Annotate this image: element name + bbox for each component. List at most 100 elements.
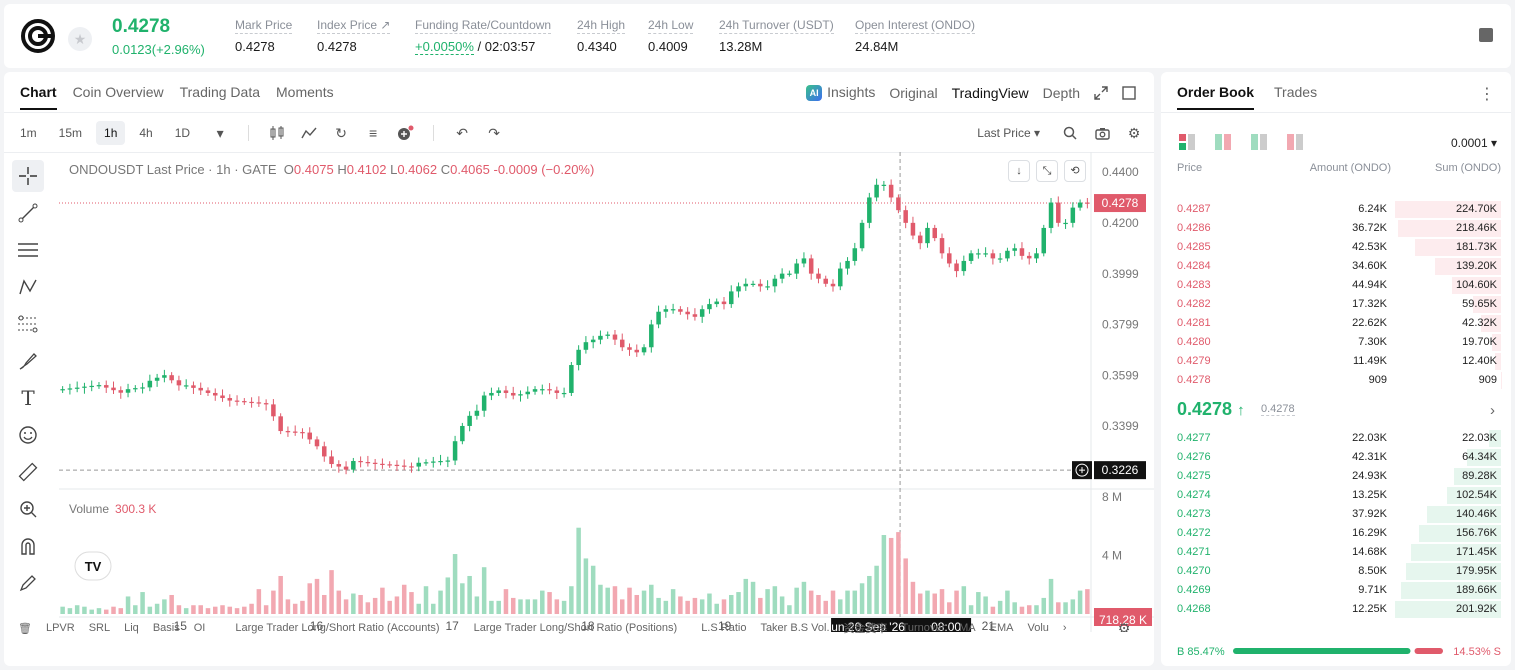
tab-chart[interactable]: Chart bbox=[20, 84, 57, 110]
emoji-icon[interactable] bbox=[12, 419, 44, 451]
tf-15m[interactable]: 15m bbox=[58, 126, 83, 140]
pencil-lock-icon[interactable] bbox=[12, 567, 44, 599]
more-menu-icon[interactable]: ⋮ bbox=[1479, 86, 1495, 103]
tf-1m[interactable]: 1m bbox=[20, 126, 37, 140]
indicator-volume[interactable]: Volu bbox=[1027, 622, 1049, 634]
chevron-right-icon[interactable]: › bbox=[1062, 622, 1067, 634]
ask-row[interactable]: 0.4281 22.62K 42.32K bbox=[1161, 314, 1511, 333]
bid-row[interactable]: 0.4273 37.92K 140.46K bbox=[1161, 505, 1511, 524]
tf-1d[interactable]: 1D bbox=[174, 126, 191, 140]
ask-row[interactable]: 0.4278 909 909 bbox=[1161, 371, 1511, 390]
book-icon[interactable] bbox=[1479, 28, 1493, 42]
indicator-turnover[interactable]: Turnover bbox=[901, 622, 946, 634]
refresh-icon[interactable]: ⟲ bbox=[1064, 160, 1086, 182]
tab-insights[interactable]: AI Insights bbox=[806, 84, 875, 102]
candle-type-icon[interactable] bbox=[266, 122, 288, 144]
precision-select[interactable]: 0.0001 ▾ bbox=[1450, 136, 1497, 150]
ask-row[interactable]: 0.4279 11.49K 12.40K bbox=[1161, 352, 1511, 371]
expand-icon[interactable] bbox=[1094, 85, 1108, 100]
exchange-logo[interactable] bbox=[20, 18, 56, 54]
tab-trades[interactable]: Trades bbox=[1274, 84, 1318, 100]
magnet-icon[interactable] bbox=[12, 530, 44, 562]
candle-body bbox=[1026, 255, 1032, 259]
indicator-taker-bs-vol[interactable]: Taker B.S Vol. bbox=[760, 622, 830, 634]
bid-amount: 13.25K bbox=[1352, 489, 1387, 501]
price-type-select[interactable]: Last Price ▾ bbox=[977, 126, 1040, 140]
crosshair-icon[interactable] bbox=[12, 160, 44, 192]
template-icon[interactable]: ≡ bbox=[368, 125, 378, 141]
view-both-icon[interactable] bbox=[1179, 134, 1195, 150]
bid-row[interactable]: 0.4270 8.50K 179.95K bbox=[1161, 562, 1511, 581]
indicator-large-trader-accounts[interactable]: Large Trader Long/Short Ratio (Accounts) bbox=[235, 622, 440, 634]
indicator-lpvr[interactable]: LPVR bbox=[45, 622, 75, 634]
stat-index-price[interactable]: Index Price ↗ 0.4278 bbox=[317, 18, 391, 54]
window-icon[interactable] bbox=[1122, 85, 1136, 100]
view-mixed-icon[interactable] bbox=[1215, 134, 1231, 150]
favorite-star-icon[interactable]: ★ bbox=[68, 27, 92, 51]
bid-row[interactable]: 0.4275 24.93K 89.28K bbox=[1161, 467, 1511, 486]
volume-bar bbox=[467, 575, 472, 614]
indicator-oi[interactable]: OI bbox=[193, 622, 206, 634]
replay-icon[interactable]: ↻ bbox=[335, 124, 347, 141]
horizontal-lines-icon[interactable] bbox=[12, 234, 44, 266]
add-alert-icon[interactable] bbox=[394, 122, 416, 144]
tab-tradingview[interactable]: TradingView bbox=[951, 84, 1029, 101]
fib-icon[interactable] bbox=[12, 308, 44, 340]
ask-row[interactable]: 0.4286 36.72K 218.46K bbox=[1161, 219, 1511, 238]
ruler-icon[interactable] bbox=[12, 456, 44, 488]
text-icon[interactable]: T bbox=[21, 386, 35, 410]
tf-4h[interactable]: 4h bbox=[139, 126, 153, 140]
settings-gear-icon[interactable]: ⚙ bbox=[1127, 124, 1141, 141]
ask-row[interactable]: 0.4282 17.32K 59.65K bbox=[1161, 295, 1511, 314]
bid-row[interactable]: 0.4274 13.25K 102.54K bbox=[1161, 486, 1511, 505]
tab-trading-data[interactable]: Trading Data bbox=[179, 84, 261, 100]
current-price-tag: 0.4278 bbox=[1102, 196, 1139, 210]
search-icon[interactable] bbox=[1059, 122, 1081, 144]
bid-row[interactable]: 0.4268 12.25K 201.92K bbox=[1161, 600, 1511, 619]
ask-row[interactable]: 0.4287 6.24K 224.70K bbox=[1161, 200, 1511, 219]
bid-row[interactable]: 0.4272 16.29K 156.76K bbox=[1161, 524, 1511, 543]
indicator-basis[interactable]: Basis bbox=[152, 622, 180, 634]
bid-row[interactable]: 0.4271 14.68K 171.45K bbox=[1161, 543, 1511, 562]
indicator-ma[interactable]: MA bbox=[959, 622, 976, 634]
volume-bar bbox=[285, 599, 291, 614]
candle-body bbox=[1012, 248, 1017, 251]
ask-row[interactable]: 0.4284 34.60K 139.20K bbox=[1161, 257, 1511, 276]
brush-icon[interactable] bbox=[12, 345, 44, 377]
indicators-icon[interactable] bbox=[298, 122, 320, 144]
indicator-srl[interactable]: SRL bbox=[88, 622, 111, 634]
collapse-icon[interactable]: ⤡ bbox=[1036, 160, 1058, 182]
indicator-liq[interactable]: Liq bbox=[124, 622, 139, 634]
ask-row[interactable]: 0.4280 7.30K 19.70K bbox=[1161, 333, 1511, 352]
indicator-ema[interactable]: EMA bbox=[989, 622, 1014, 634]
trend-line-icon[interactable] bbox=[12, 197, 44, 229]
ask-row[interactable]: 0.4285 42.53K 181.73K bbox=[1161, 238, 1511, 257]
tab-order-book[interactable]: Order Book bbox=[1177, 84, 1255, 110]
pattern-icon[interactable] bbox=[12, 271, 44, 303]
redo-icon[interactable]: ↷ bbox=[488, 124, 500, 141]
bid-row[interactable]: 0.4276 42.31K 64.34K bbox=[1161, 448, 1511, 467]
divider bbox=[433, 125, 435, 141]
indicator-large-trader-positions[interactable]: Large Trader Long/Short Ratio (Positions… bbox=[473, 622, 678, 634]
chevron-right-icon[interactable]: › bbox=[1490, 402, 1495, 419]
ask-row[interactable]: 0.4283 44.94K 104.60K bbox=[1161, 276, 1511, 295]
view-bids-icon[interactable] bbox=[1251, 134, 1267, 150]
camera-icon[interactable] bbox=[1091, 122, 1113, 144]
view-asks-icon[interactable] bbox=[1287, 134, 1303, 150]
download-arrow-icon[interactable]: ↓ bbox=[1008, 160, 1030, 182]
tab-coin-overview[interactable]: Coin Overview bbox=[72, 84, 164, 100]
chevron-down-icon[interactable]: ▾ bbox=[216, 124, 224, 141]
zoom-in-icon[interactable] bbox=[12, 493, 44, 525]
indicator-funding-rate[interactable]: 资金费率 bbox=[843, 623, 888, 635]
tab-original[interactable]: Original bbox=[889, 84, 938, 101]
indicator-ls-ratio[interactable]: L.S Ratio bbox=[701, 622, 747, 634]
tf-1h[interactable]: 1h bbox=[96, 121, 126, 145]
candlestick-chart[interactable]: 0.4400 0.4200 0.3999 0.3799 0.3599 0.3399 8 M 4… bbox=[59, 152, 1154, 632]
candle-body bbox=[96, 385, 102, 387]
bid-row[interactable]: 0.4277 22.03K 22.03K bbox=[1161, 429, 1511, 448]
tab-moments[interactable]: Moments bbox=[276, 84, 334, 100]
tab-depth[interactable]: Depth bbox=[1042, 84, 1080, 101]
bid-row[interactable]: 0.4269 9.71K 189.66K bbox=[1161, 581, 1511, 600]
trash-icon[interactable]: 🗑 bbox=[18, 622, 32, 635]
undo-icon[interactable]: ↶ bbox=[456, 124, 468, 141]
